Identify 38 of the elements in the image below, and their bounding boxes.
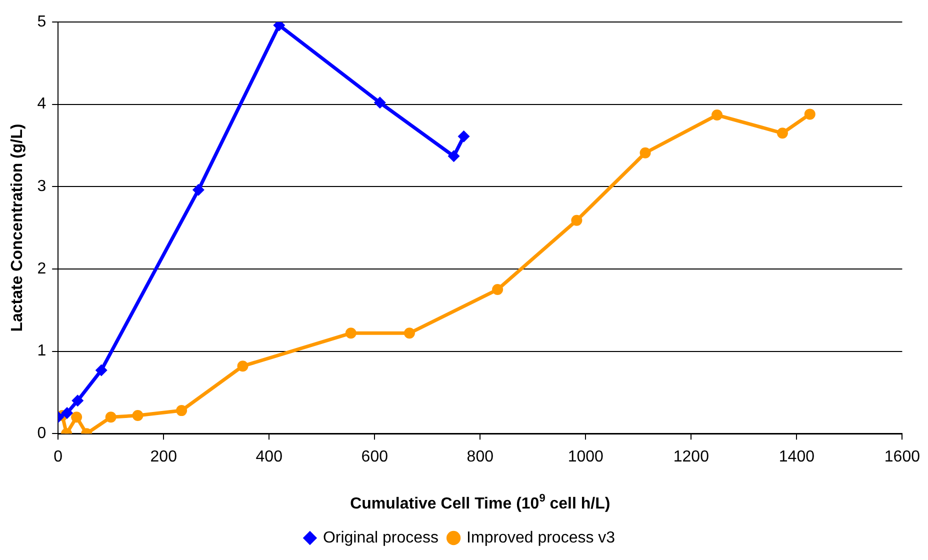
point bbox=[640, 147, 651, 158]
point bbox=[448, 150, 460, 162]
point bbox=[804, 108, 816, 120]
x-tick-label: 200 bbox=[150, 448, 178, 466]
y-tick-label: 2 bbox=[37, 260, 46, 278]
x-tick-label: 400 bbox=[256, 448, 283, 466]
point bbox=[132, 410, 144, 421]
point bbox=[458, 130, 470, 142]
point bbox=[176, 405, 188, 416]
point bbox=[345, 328, 356, 339]
point bbox=[404, 328, 415, 339]
x-tick-label: 600 bbox=[361, 448, 388, 466]
x-tick-label: 1200 bbox=[673, 448, 710, 466]
y-tick-label: 4 bbox=[37, 96, 46, 113]
y-tick-label: 5 bbox=[37, 13, 46, 30]
legend-label: Original process bbox=[322, 529, 439, 546]
point bbox=[492, 284, 504, 296]
y-axis-title: Lactate Concentration (g/L) bbox=[9, 124, 26, 332]
point bbox=[61, 407, 74, 420]
point bbox=[237, 360, 248, 372]
y-tick-label: 1 bbox=[37, 342, 46, 360]
point bbox=[571, 214, 582, 226]
point bbox=[712, 110, 723, 121]
point bbox=[374, 96, 386, 109]
x-tick-label: 1600 bbox=[884, 448, 920, 466]
legend-label: Improved process v3 bbox=[466, 529, 616, 546]
point bbox=[105, 412, 116, 423]
point bbox=[72, 394, 84, 407]
point bbox=[71, 412, 82, 423]
point bbox=[95, 364, 108, 376]
x-tick-label: 1000 bbox=[568, 448, 604, 466]
x-tick-label: 1400 bbox=[778, 448, 815, 466]
y-tick-label: 3 bbox=[37, 178, 46, 196]
point bbox=[192, 184, 204, 196]
y-tick-label: 0 bbox=[37, 425, 46, 442]
point bbox=[776, 128, 788, 139]
x-tick-label: 0 bbox=[54, 448, 63, 466]
x-tick-label: 800 bbox=[466, 448, 494, 466]
